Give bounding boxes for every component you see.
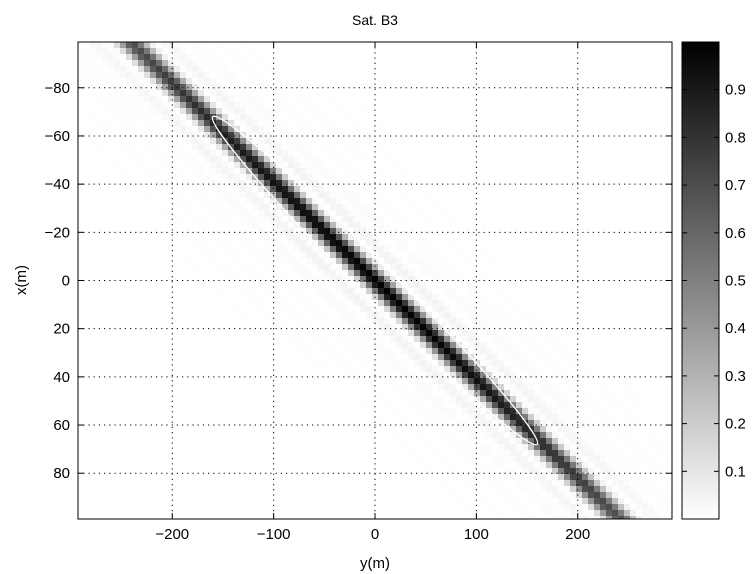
y-tick-label: 0: [62, 273, 70, 290]
colorbar-tick-label: 0.7: [725, 177, 746, 194]
colorbar-tick-label: 0.5: [725, 273, 746, 290]
x-tick-label: −100: [257, 526, 291, 543]
x-axis-ticks: −200 −100 0 100 200: [155, 42, 590, 543]
colorbar-tick-label: 0.2: [725, 416, 746, 433]
chart-title: Sat. B3: [352, 12, 398, 28]
colorbar-tick-label: 0.8: [725, 129, 746, 146]
grid-lines: [78, 42, 672, 519]
x-tick-label: 200: [565, 526, 590, 543]
y-tick-label: −80: [45, 80, 70, 97]
y-tick-label: 20: [53, 321, 70, 338]
error-ellipse-layer: [211, 115, 539, 446]
y-axis-ticks: −80 −60 −40 −20 0 20 40 60 80: [45, 80, 672, 482]
colorbar-tick-label: 0.1: [725, 463, 746, 480]
colorbar-tick-label: 0.4: [725, 320, 746, 337]
x-tick-label: −200: [155, 526, 189, 543]
colorbar-tick-label: 0.3: [725, 368, 746, 385]
colorbar: 0.1 0.2 0.3 0.4 0.5 0.6 0.7 0.8 0.9: [681, 41, 746, 520]
y-tick-label: −40: [45, 176, 70, 193]
x-axis-label: y(m): [360, 555, 390, 572]
y-tick-label: −20: [45, 224, 70, 241]
colorbar-tick-label: 0.6: [725, 225, 746, 242]
y-axis-label: x(m): [13, 265, 30, 295]
colorbar-tick-label: 0.9: [725, 82, 746, 99]
y-tick-label: 40: [53, 369, 70, 386]
heatmap-surface: [78, 42, 672, 519]
x-tick-label: 100: [464, 526, 489, 543]
y-tick-label: 60: [53, 417, 70, 434]
x-tick-label: 0: [371, 526, 379, 543]
y-tick-label: −60: [45, 128, 70, 145]
error-ellipse: [211, 115, 539, 446]
colorbar-gradient: [681, 41, 720, 520]
y-tick-label: 80: [53, 465, 70, 482]
